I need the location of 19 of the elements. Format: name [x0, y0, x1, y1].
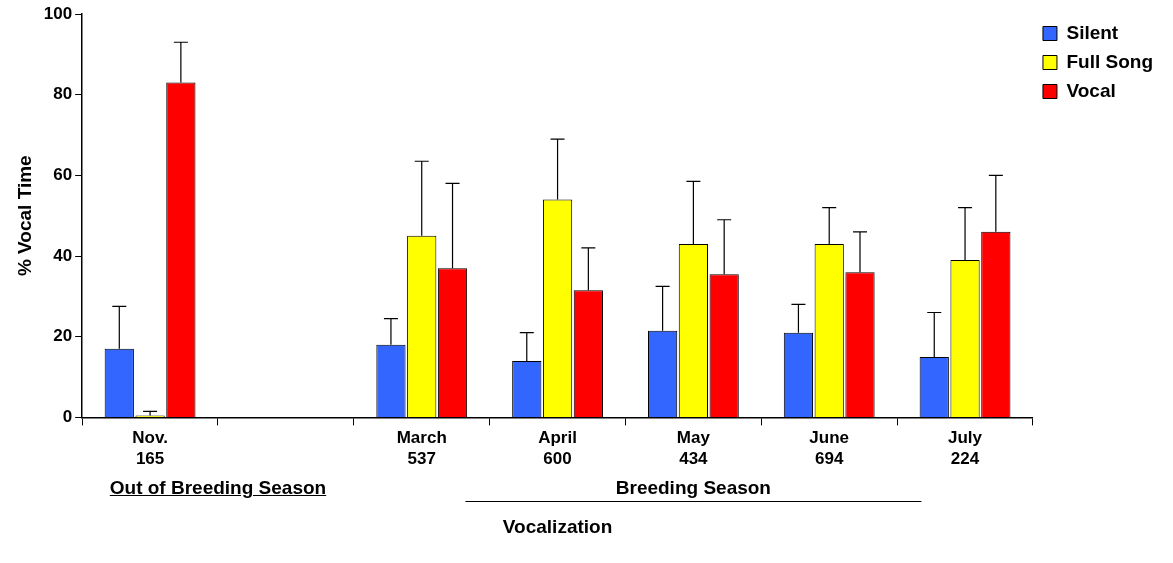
- legend-label: Full Song: [1066, 50, 1154, 72]
- y-axis-title: % Vocal Time: [13, 155, 35, 277]
- x-tick-label: Nov. 165: [132, 428, 168, 468]
- y-tick-label: 20: [53, 326, 73, 346]
- legend-label: Vocal: [1066, 79, 1116, 101]
- legend-label: Silent: [1066, 21, 1119, 43]
- y-tick-label: 60: [53, 165, 73, 185]
- text: Out of Breeding Season: [109, 477, 327, 500]
- x-axis-title: Vocalization: [502, 515, 613, 537]
- text: Breeding Season: [465, 477, 921, 503]
- x-tick-label: July 224: [948, 428, 983, 468]
- x-tick-label: April 600: [538, 428, 577, 468]
- x-tick-label: June 694: [809, 428, 850, 468]
- y-tick-label: 100: [43, 3, 73, 23]
- y-tick-label: 0: [62, 407, 73, 427]
- y-tick-label: 80: [53, 84, 73, 104]
- y-tick-label: 40: [53, 245, 73, 265]
- x-tick-label: May 434: [676, 428, 711, 468]
- x-tick-label: March 537: [396, 428, 447, 468]
